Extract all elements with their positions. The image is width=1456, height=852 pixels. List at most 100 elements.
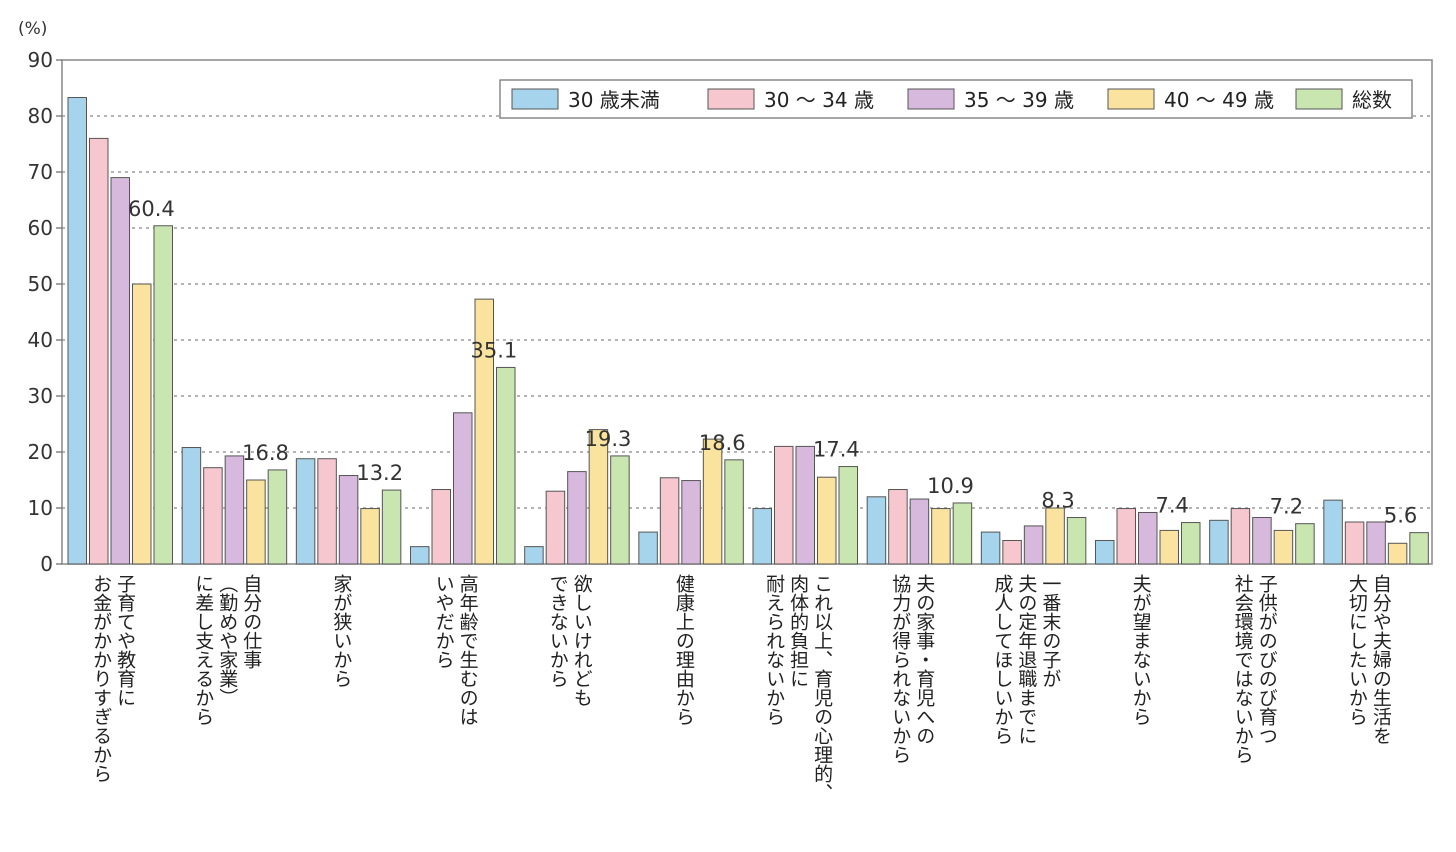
bar	[224, 455, 245, 565]
bar	[1295, 523, 1315, 565]
bar	[1138, 511, 1158, 565]
data-label: 60.4	[128, 197, 175, 221]
data-label: 8.3	[1041, 489, 1074, 513]
y-tick-label: 20	[28, 440, 53, 464]
y-tick-label: 40	[28, 328, 53, 352]
bar	[838, 466, 858, 565]
bar	[431, 489, 451, 565]
bar	[588, 429, 609, 565]
bar	[1002, 539, 1022, 565]
bar	[610, 455, 630, 565]
category-label: 一番末の子が	[1039, 574, 1061, 688]
data-label: 35.1	[471, 338, 518, 362]
bar	[866, 496, 887, 565]
category-label: 自分や夫婦の生活を	[1370, 574, 1392, 745]
category-label: 自分の仕事	[240, 574, 262, 669]
category-label: お金がかかりすぎるから	[90, 574, 112, 783]
bar	[817, 476, 837, 565]
bar	[1273, 529, 1294, 565]
bar	[67, 97, 87, 565]
y-tick-label: 30	[28, 384, 53, 408]
bar	[980, 531, 1001, 565]
bar	[1209, 519, 1229, 565]
bar	[1387, 542, 1408, 565]
bar	[1344, 521, 1365, 565]
bar	[909, 498, 930, 565]
bar	[659, 477, 680, 565]
category-label: 子育てや教育に	[114, 574, 136, 707]
bar	[931, 508, 951, 565]
y-tick-label: 70	[28, 160, 53, 184]
category-label: 肉体的負担に	[787, 574, 809, 688]
category-label: に差し支えるから	[192, 574, 214, 726]
category-label: 夫が望まないから	[1130, 574, 1152, 726]
category-label: 夫の定年退職までに	[1015, 574, 1037, 745]
y-tick-label: 80	[28, 104, 53, 128]
category-label: 高年齢で生むのは	[457, 574, 479, 726]
plot-frame	[61, 59, 1433, 565]
bar	[1230, 508, 1251, 565]
bar	[524, 546, 544, 565]
bar	[567, 471, 587, 565]
data-label: 19.3	[585, 427, 632, 451]
bar	[1095, 539, 1115, 565]
legend-swatch	[1107, 88, 1155, 110]
axes: 0 10 20 30 40 50 60 70 80 90	[28, 48, 1433, 576]
bar	[1045, 507, 1065, 565]
bar	[681, 480, 701, 565]
y-tick-label: 90	[28, 48, 53, 72]
data-label: 7.4	[1156, 494, 1189, 518]
bar	[181, 447, 202, 565]
bar	[1252, 517, 1272, 565]
legend-swatch	[707, 88, 755, 110]
bar	[410, 546, 430, 565]
bar	[1159, 529, 1179, 565]
category-label: これ以上、育児の心理的、	[811, 574, 833, 802]
y-tick-label: 10	[28, 496, 53, 520]
bar	[1066, 517, 1087, 565]
data-labels: 60.4 16.8 13.2 35.1 19.3 18.6 17.4 10.9 8.3 7.4 7.…	[128, 197, 1417, 528]
bar	[1409, 532, 1429, 565]
bar	[888, 489, 908, 565]
bar	[702, 438, 723, 565]
legend-label: 35 ～ 39 歳	[964, 88, 1074, 112]
bar	[295, 458, 316, 565]
bar	[338, 475, 359, 565]
bar	[453, 412, 473, 565]
bar	[381, 489, 402, 565]
bar	[752, 508, 772, 565]
data-label: 5.6	[1384, 504, 1417, 528]
bar	[795, 445, 815, 565]
category-label: 健康上の理由から	[673, 574, 695, 726]
category-label: 成人してほしいから	[991, 574, 1013, 745]
legend-label: 30 ～ 34 歳	[764, 88, 874, 112]
bar	[153, 225, 173, 565]
legend-swatch	[907, 88, 955, 110]
y-tick-label: 50	[28, 272, 53, 296]
category-label: 耐えられないから	[763, 574, 785, 726]
category-label: （勤めや家業）	[216, 574, 238, 707]
y-tick-label: 0	[40, 552, 53, 576]
bar	[110, 177, 130, 565]
data-label: 18.6	[699, 431, 746, 455]
legend-label: 総数	[1352, 88, 1392, 112]
y-axis-unit-label: (%)	[18, 19, 47, 39]
bar	[1181, 522, 1201, 565]
data-label: 16.8	[242, 441, 289, 465]
category-label: 夫の家事・育児への	[913, 574, 935, 745]
bar	[1023, 525, 1044, 565]
bar	[246, 479, 266, 565]
bar	[545, 490, 566, 565]
data-label: 10.9	[927, 474, 974, 498]
category-label: 大切にしたいから	[1346, 574, 1368, 726]
bar	[1116, 508, 1136, 565]
bar	[952, 502, 973, 565]
bar	[360, 508, 380, 565]
category-label: できないから	[547, 574, 569, 688]
bar	[1366, 521, 1386, 565]
bar	[496, 366, 516, 565]
category-label: 家が狭いから	[330, 574, 352, 688]
bar	[1323, 499, 1343, 565]
